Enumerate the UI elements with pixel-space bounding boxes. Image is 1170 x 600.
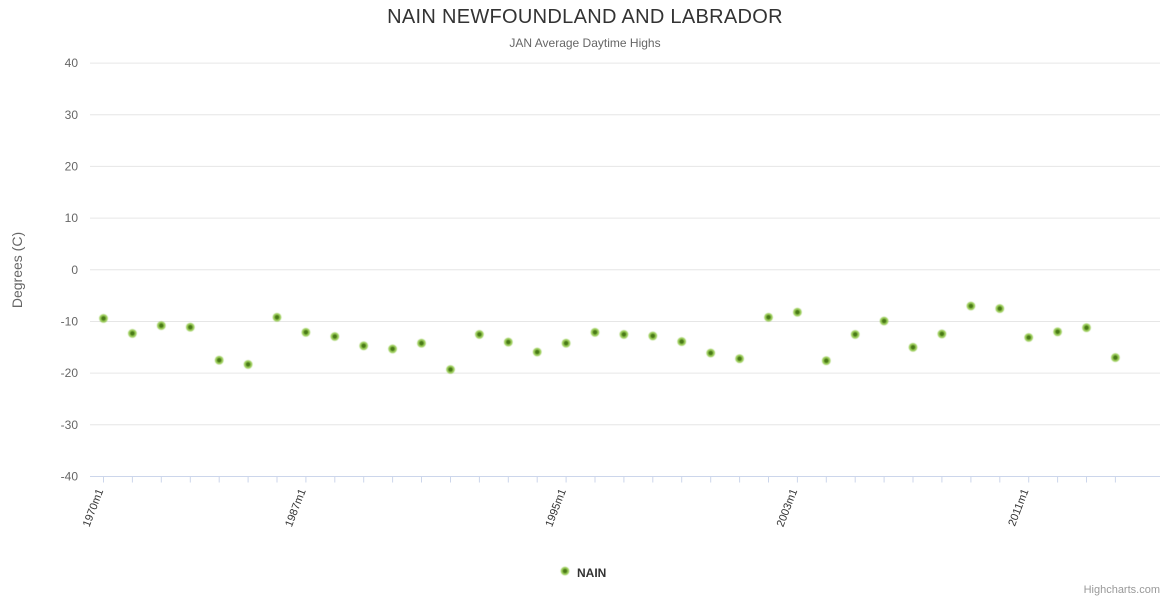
svg-text:-20: -20: [61, 366, 79, 380]
svg-text:20: 20: [65, 159, 79, 173]
svg-text:30: 30: [65, 108, 79, 122]
svg-text:1970m1: 1970m1: [81, 487, 106, 528]
svg-text:-30: -30: [61, 418, 79, 432]
svg-text:10: 10: [65, 211, 79, 225]
svg-text:2003m1: 2003m1: [775, 487, 800, 528]
svg-text:1995m1: 1995m1: [543, 487, 568, 528]
svg-text:-40: -40: [61, 470, 79, 484]
svg-text:2011m1: 2011m1: [1006, 487, 1031, 528]
svg-text:40: 40: [65, 56, 79, 70]
svg-text:1987m1: 1987m1: [283, 487, 308, 528]
svg-text:0: 0: [71, 263, 78, 277]
svg-text:-10: -10: [61, 315, 79, 329]
